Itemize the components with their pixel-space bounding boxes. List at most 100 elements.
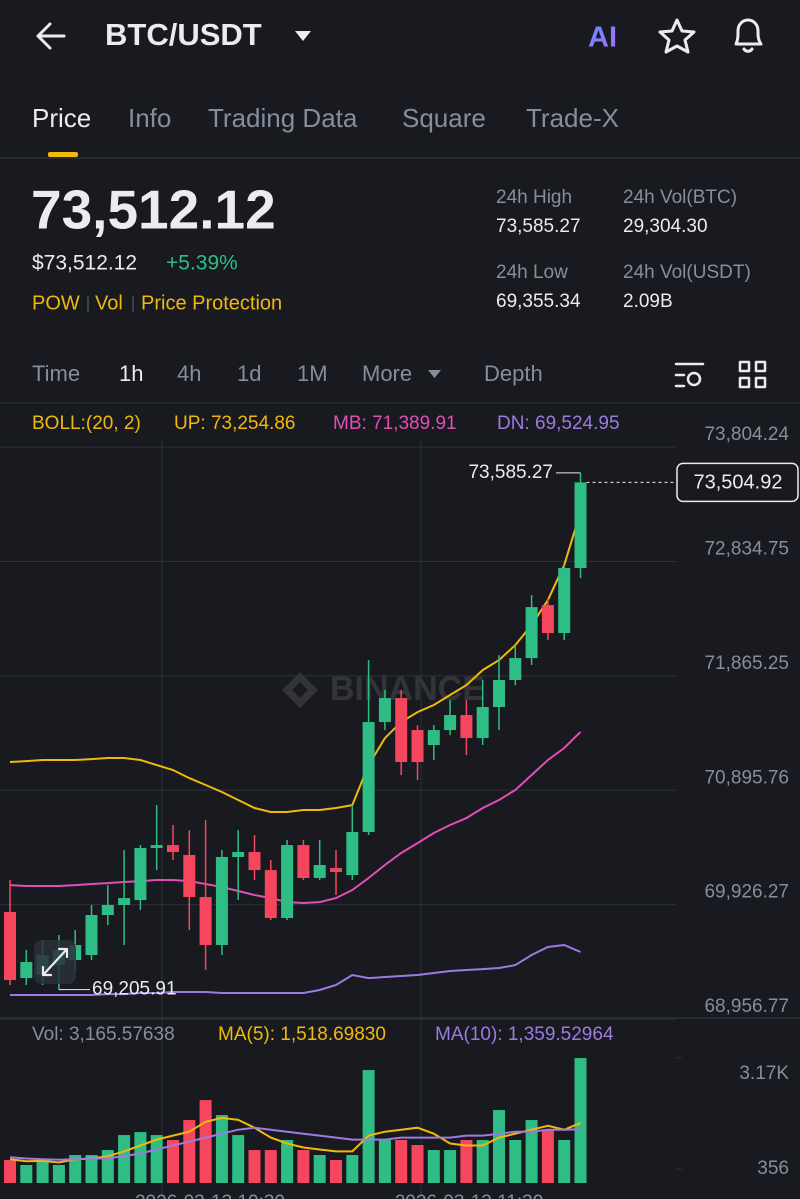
- volume-bar: [476, 1140, 489, 1183]
- boll-up-line: [9, 511, 582, 813]
- layout-button[interactable]: [738, 360, 767, 389]
- volume-bar: [330, 1160, 342, 1183]
- candle-body: [150, 845, 163, 849]
- volume-tick-label: 356: [757, 1158, 789, 1179]
- candle-body: [541, 605, 554, 634]
- candle-body: [183, 854, 196, 897]
- candle-body: [248, 852, 261, 871]
- expand-button[interactable]: [34, 940, 76, 984]
- candle-body: [509, 658, 522, 681]
- favorite-button[interactable]: [658, 18, 696, 54]
- candle-body: [215, 856, 228, 946]
- boll-up-legend: UP: 73,254.86: [174, 413, 295, 434]
- stat-value: 73,585.27: [496, 216, 581, 237]
- boll-mb-legend: MB: 71,389.91: [333, 413, 457, 434]
- candle-body: [460, 715, 473, 739]
- tab[interactable]: Price: [32, 103, 91, 133]
- tab[interactable]: Square: [402, 103, 486, 133]
- tab-indicator: [48, 152, 78, 157]
- volume-bar: [493, 1110, 505, 1183]
- volume-bar: [85, 1155, 98, 1183]
- candle-body: [101, 905, 114, 916]
- last-price-box: [676, 462, 799, 503]
- volume-bar: [52, 1165, 65, 1183]
- alert-button[interactable]: [734, 18, 763, 53]
- candle-body: [330, 868, 342, 872]
- stat-label: 24h High: [496, 187, 572, 208]
- candle-body: [20, 962, 33, 979]
- back-button[interactable]: [36, 22, 66, 50]
- ai-button[interactable]: AI: [588, 22, 617, 54]
- y-tick-label: 73,804.24: [704, 424, 789, 445]
- interval[interactable]: 1d: [237, 361, 261, 386]
- price-change: +5.39%: [166, 252, 238, 275]
- pair-dropdown[interactable]: [295, 31, 311, 41]
- volume-bar: [444, 1150, 457, 1183]
- volume-bar: [248, 1150, 261, 1183]
- tab[interactable]: Trade-X: [526, 103, 619, 133]
- y-tick-label: 70,895.76: [704, 767, 789, 788]
- candle-body: [378, 698, 391, 723]
- interval[interactable]: 4h: [177, 361, 201, 386]
- pair-title[interactable]: BTC/USDT: [105, 17, 262, 52]
- interval[interactable]: Depth: [484, 361, 543, 386]
- tab[interactable]: Trading Data: [208, 103, 358, 133]
- low-marker-label: 69,205.91: [92, 979, 177, 1000]
- candle-body: [313, 865, 326, 878]
- y-tick-label: 72,834.75: [704, 538, 789, 559]
- interval[interactable]: Time: [32, 361, 80, 386]
- candle-body: [558, 568, 571, 634]
- volume-bar: [281, 1140, 294, 1183]
- ma10-line: [9, 1126, 581, 1161]
- boll-dn-legend: DN: 69,524.95: [497, 413, 620, 434]
- tag[interactable]: Price Protection: [141, 292, 282, 314]
- candle-body: [444, 715, 457, 731]
- y-tick-label: 68,956.77: [704, 996, 789, 1017]
- candle-body: [427, 730, 440, 746]
- volume-bar: [297, 1150, 310, 1183]
- candle-body: [4, 911, 16, 981]
- volume-bar: [4, 1160, 16, 1183]
- ma5-legend: MA(5): 1,518.69830: [218, 1024, 386, 1045]
- volume-bar: [36, 1160, 49, 1183]
- candle-body: [281, 845, 294, 918]
- candle-body: [297, 845, 310, 878]
- tag[interactable]: Vol: [95, 292, 123, 314]
- volume-bar: [199, 1100, 212, 1183]
- tag[interactable]: POW: [32, 292, 80, 314]
- volume-bar: [118, 1135, 131, 1183]
- volume-bar: [378, 1140, 391, 1183]
- volume-bar: [264, 1150, 277, 1183]
- interval[interactable]: 1h: [119, 361, 143, 386]
- x-tick-label: 2026-03-13 10:30: [135, 1192, 285, 1199]
- candle-body: [264, 870, 277, 918]
- volume-bar: [395, 1140, 408, 1183]
- candle-body: [346, 831, 359, 876]
- volume-bar: [134, 1132, 147, 1183]
- interval[interactable]: More: [362, 361, 412, 386]
- ma10-legend: MA(10): 1,359.52964: [435, 1024, 614, 1045]
- ma5-line: [9, 1116, 581, 1164]
- candle-body: [85, 915, 98, 956]
- usd-price: $73,512.12: [32, 252, 137, 275]
- interval[interactable]: 1M: [297, 361, 328, 386]
- volume-bar: [509, 1140, 522, 1183]
- volume-bar: [574, 1058, 587, 1183]
- high-marker-label: 73,585.27: [468, 462, 553, 483]
- volume-bar: [150, 1135, 163, 1183]
- stat-value: 29,304.30: [623, 216, 708, 237]
- candle-body: [411, 730, 424, 763]
- stat-label: 24h Low: [496, 262, 568, 283]
- y-tick-label: 69,926.27: [704, 882, 789, 903]
- boll-dn-line: [10, 943, 581, 996]
- tab[interactable]: Info: [128, 103, 171, 133]
- volume-tick-label: 3.17K: [739, 1063, 789, 1084]
- boll-legend: BOLL:(20, 2): [32, 413, 141, 434]
- indicator-settings[interactable]: [674, 362, 705, 388]
- last-price-label: 73,504.92: [694, 472, 783, 494]
- volume-bar: [313, 1155, 326, 1183]
- more-dropdown[interactable]: [428, 370, 441, 378]
- candle-body: [574, 482, 587, 569]
- volume-bar: [525, 1120, 538, 1183]
